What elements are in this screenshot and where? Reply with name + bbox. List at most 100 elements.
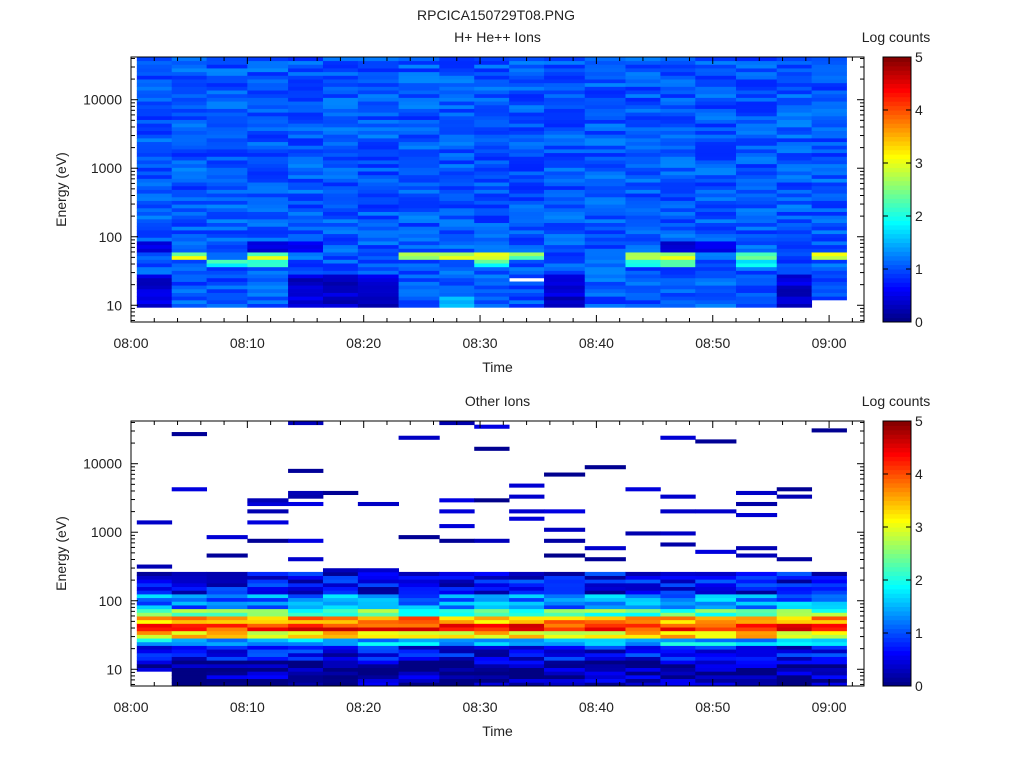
heatmap-cell: [736, 546, 778, 551]
heatmap-cell: [625, 174, 661, 179]
heatmap-cell: [247, 178, 289, 183]
colorbar-segment: [883, 580, 911, 585]
heatmap-cell: [811, 185, 847, 190]
heatmap-cell: [171, 674, 208, 680]
heatmap-cell: [584, 266, 626, 271]
heatmap-cell: [322, 678, 359, 683]
heatmap-cell: [660, 608, 696, 613]
heatmap-cell: [171, 86, 208, 91]
heatmap-cell: [171, 601, 208, 606]
heatmap-cell: [357, 597, 399, 602]
heatmap-cell: [247, 303, 289, 308]
heatmap-cell: [625, 185, 661, 190]
heatmap-cell: [776, 259, 813, 264]
heatmap-cell: [136, 252, 173, 257]
heatmap-cell: [398, 90, 440, 95]
x-tick-label: 08:30: [463, 335, 498, 351]
heatmap-cell: [509, 189, 545, 194]
heatmap-cell: [474, 104, 510, 109]
heatmap-cell: [544, 119, 586, 124]
heatmap-cell: [584, 233, 626, 238]
heatmap-cell: [660, 68, 696, 73]
heatmap-cell: [322, 663, 359, 668]
heatmap-cell: [474, 182, 510, 187]
heatmap-cell: [439, 60, 475, 65]
heatmap-cell: [136, 185, 173, 190]
colorbar-tick-label: 4: [915, 102, 923, 118]
heatmap-cell: [625, 255, 661, 260]
heatmap-cell: [509, 652, 545, 657]
heatmap-cell: [544, 237, 586, 242]
colorbar-segment: [883, 171, 911, 177]
heatmap-cell: [660, 630, 696, 635]
heatmap-cell: [247, 237, 289, 242]
colorbar-tick-label: 3: [915, 155, 923, 171]
heatmap-cell: [776, 171, 813, 176]
heatmap-cell: [474, 60, 510, 65]
heatmap-cell: [736, 638, 778, 643]
heatmap-cell: [695, 182, 737, 187]
heatmap-cell: [322, 656, 359, 661]
heatmap-cell: [660, 112, 696, 117]
heatmap-cell: [474, 667, 510, 672]
heatmap-cell: [695, 57, 737, 62]
heatmap-cell: [811, 277, 847, 282]
heatmap-cell: [584, 79, 626, 84]
heatmap-cell: [398, 288, 440, 293]
heatmap-cell: [322, 237, 359, 242]
heatmap-cell: [811, 68, 847, 73]
heatmap-cell: [206, 266, 248, 271]
heatmap-cell: [509, 60, 545, 65]
heatmap-cell: [544, 196, 586, 201]
heatmap-cell: [625, 299, 661, 304]
heatmap-cell: [171, 590, 208, 595]
heatmap-cell: [660, 601, 696, 606]
heatmap-cell: [136, 141, 173, 146]
x-axis-label: Time: [482, 359, 513, 375]
heatmap-cell: [398, 274, 440, 279]
heatmap-cell: [625, 593, 661, 599]
heatmap-cell: [660, 75, 696, 80]
heatmap-cell: [247, 616, 289, 621]
heatmap-cell: [544, 641, 586, 646]
heatmap-cell: [171, 57, 208, 62]
heatmap-cell: [171, 281, 208, 286]
colorbar-segment: [883, 425, 911, 431]
heatmap-cell: [776, 189, 813, 194]
heatmap-cell: [544, 299, 586, 304]
heatmap-cell: [439, 134, 475, 139]
heatmap-cell: [247, 619, 289, 624]
heatmap-cell: [357, 163, 399, 168]
heatmap-cell: [776, 303, 813, 308]
heatmap-cell: [736, 667, 778, 672]
heatmap-cell: [474, 193, 510, 198]
heatmap-cell: [509, 145, 545, 150]
colorbar-segment: [883, 251, 911, 257]
heatmap-cell: [625, 68, 661, 73]
heatmap-cell: [474, 237, 510, 242]
heatmap-cell: [695, 145, 737, 150]
heatmap-cell: [398, 535, 440, 540]
heatmap-cell: [398, 303, 440, 308]
heatmap-cell: [474, 204, 510, 209]
heatmap-cell: [474, 93, 510, 98]
heatmap-cell: [625, 292, 661, 297]
heatmap-cell: [357, 75, 399, 80]
heatmap-cell: [509, 115, 545, 120]
heatmap-cell: [398, 178, 440, 183]
heatmap-cell: [509, 112, 545, 117]
heatmap-cell: [398, 645, 440, 650]
y-tick-label: 100: [99, 229, 123, 245]
heatmap-cell: [776, 115, 813, 120]
heatmap-cell: [660, 82, 696, 87]
heatmap-cell: [509, 516, 545, 521]
heatmap-cell: [544, 281, 586, 286]
heatmap-cell: [322, 248, 359, 253]
heatmap-cell: [171, 579, 208, 584]
heatmap-cell: [736, 126, 778, 132]
heatmap-cell: [811, 601, 847, 606]
heatmap-cell: [206, 535, 248, 540]
heatmap-cell: [544, 189, 586, 194]
heatmap-cell: [776, 229, 813, 235]
heatmap-cell: [398, 229, 440, 235]
